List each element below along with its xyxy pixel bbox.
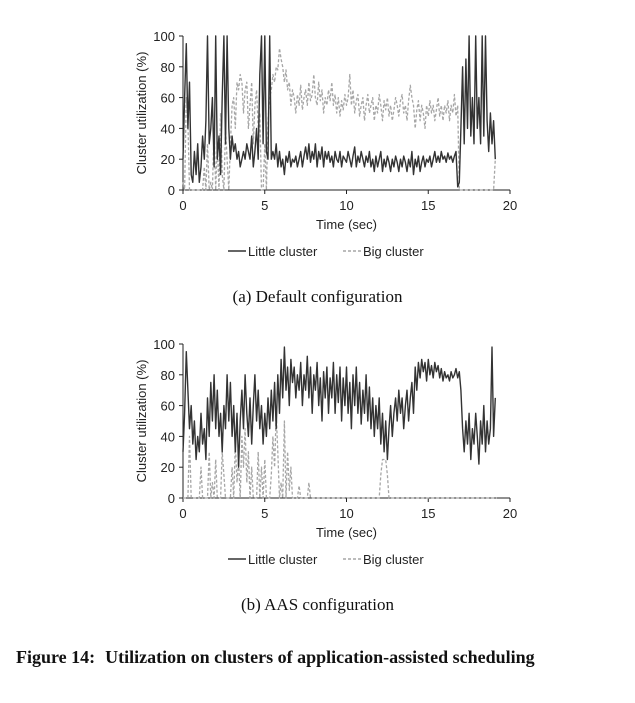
x-axis-label: Time (sec) bbox=[316, 525, 377, 540]
series-line-big-cluster bbox=[182, 47, 496, 191]
subcaption-b: (b) AAS configuration bbox=[241, 595, 394, 614]
series-line-little-cluster bbox=[182, 35, 496, 188]
figure-label: Figure 14: bbox=[16, 647, 96, 667]
y-tick-label: 60 bbox=[161, 91, 175, 106]
x-tick-label: 0 bbox=[179, 198, 186, 213]
y-tick-label: 80 bbox=[161, 60, 175, 75]
series-line-big-cluster bbox=[183, 412, 497, 499]
y-axis-label: Cluster utilization (%) bbox=[134, 360, 149, 483]
y-tick-label: 0 bbox=[168, 491, 175, 506]
y-tick-label: 20 bbox=[161, 460, 175, 475]
legend-label-big-cluster: Big cluster bbox=[363, 244, 424, 259]
figure-caption: Figure 14: Utilization on clusters of app… bbox=[16, 645, 628, 669]
series-line-little-cluster bbox=[182, 346, 496, 468]
chart-panel-a: 0 20 40 60 80 100 0 5 10 15 20 Time (sec) Cluster ut… bbox=[0, 10, 635, 310]
x-tick-label: 15 bbox=[421, 198, 435, 213]
x-axis-label: Time (sec) bbox=[316, 217, 377, 232]
legend-label-little-cluster: Little cluster bbox=[248, 244, 318, 259]
chart-a: 0 20 40 60 80 100 0 5 10 15 20 Time (sec) Cluster ut… bbox=[134, 29, 517, 259]
y-tick-label: 40 bbox=[161, 429, 175, 444]
legend-label-little-cluster: Little cluster bbox=[248, 552, 318, 567]
x-tick-label: 20 bbox=[503, 198, 517, 213]
x-tick-label: 20 bbox=[503, 506, 517, 521]
x-tick-label: 5 bbox=[261, 506, 268, 521]
x-tick-label: 0 bbox=[179, 506, 186, 521]
y-tick-label: 40 bbox=[161, 121, 175, 136]
subcaption-a: (a) Default configuration bbox=[232, 287, 403, 306]
x-tick-label: 10 bbox=[339, 198, 353, 213]
y-axis-label: Cluster utilization (%) bbox=[134, 52, 149, 175]
y-tick-label: 80 bbox=[161, 368, 175, 383]
legend-label-big-cluster: Big cluster bbox=[363, 552, 424, 567]
figure-caption-text: Utilization on clusters of application-a… bbox=[105, 647, 535, 667]
y-tick-label: 100 bbox=[153, 29, 175, 44]
x-tick-label: 5 bbox=[261, 198, 268, 213]
x-tick-label: 10 bbox=[339, 506, 353, 521]
chart-b: 0 20 40 60 80 100 0 5 10 15 20 Time (sec) Cluster ut… bbox=[134, 337, 517, 567]
chart-panel-b: 0 20 40 60 80 100 0 5 10 15 20 Time (sec) Cluster ut… bbox=[0, 318, 635, 623]
y-tick-label: 0 bbox=[168, 183, 175, 198]
y-tick-label: 20 bbox=[161, 152, 175, 167]
y-tick-label: 100 bbox=[153, 337, 175, 352]
y-tick-label: 60 bbox=[161, 399, 175, 414]
x-tick-label: 15 bbox=[421, 506, 435, 521]
